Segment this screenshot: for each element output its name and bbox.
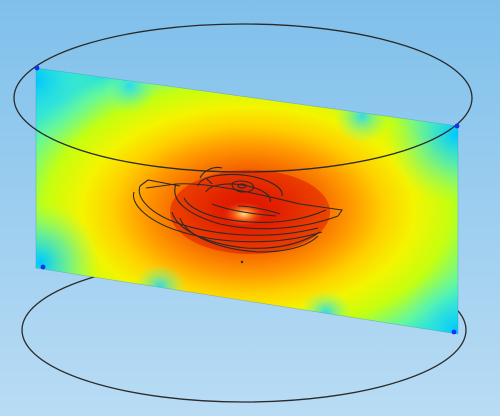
vertex-marker <box>34 65 40 71</box>
vertex-marker <box>40 264 46 270</box>
vertex-markers <box>34 65 460 335</box>
slice-plane-outline <box>35 67 459 335</box>
cylinder-top-edge[interactable] <box>13 23 473 173</box>
vertex-marker <box>454 123 460 129</box>
center-point <box>240 260 244 264</box>
coil-geometry[interactable] <box>132 166 343 253</box>
vertex-marker <box>451 329 457 335</box>
